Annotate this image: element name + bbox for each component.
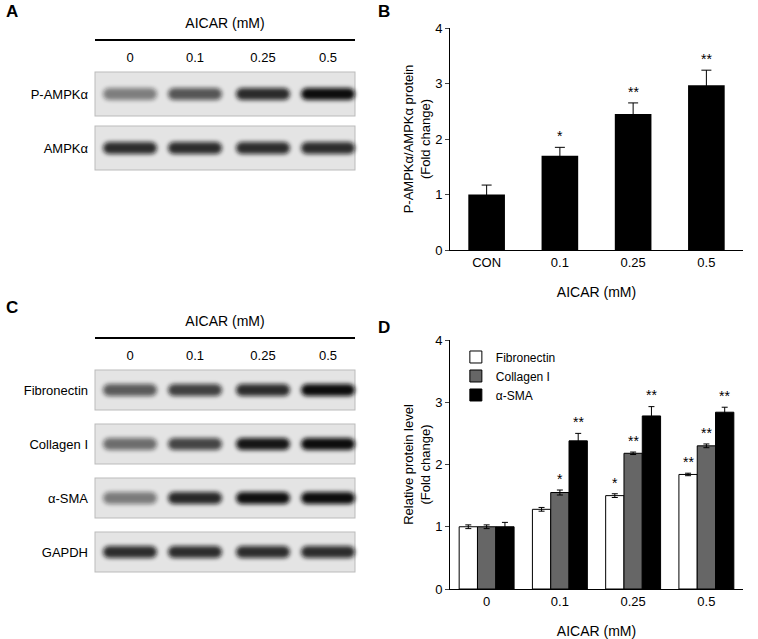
svg-text:0.25: 0.25	[620, 255, 645, 270]
svg-text:*: *	[557, 471, 563, 487]
svg-text:**: **	[701, 425, 712, 441]
svg-text:α-SMA: α-SMA	[496, 389, 533, 403]
svg-text:0.25: 0.25	[250, 348, 275, 363]
svg-text:0.1: 0.1	[186, 348, 204, 363]
svg-text:**: **	[628, 433, 639, 449]
svg-text:0.1: 0.1	[551, 594, 569, 609]
svg-text:3: 3	[435, 76, 442, 91]
svg-text:4: 4	[435, 21, 442, 36]
svg-text:AICAR (mM): AICAR (mM)	[185, 313, 264, 329]
svg-text:**: **	[683, 454, 694, 470]
svg-text:0.5: 0.5	[319, 50, 337, 65]
html-text:D: D	[378, 318, 391, 337]
svg-text:1: 1	[435, 187, 442, 202]
svg-text:**: **	[701, 51, 712, 67]
svg-text:α-SMA: α-SMA	[48, 491, 88, 506]
svg-text:*: *	[557, 128, 563, 144]
svg-text:CON: CON	[472, 255, 501, 270]
svg-text:Collagen I: Collagen I	[29, 437, 88, 452]
html-text:A: A	[6, 2, 19, 21]
svg-text:Relative protein level(Fold ch: Relative protein level(Fold change)	[401, 404, 433, 525]
svg-text:AMPKα: AMPKα	[44, 141, 89, 156]
svg-text:0: 0	[483, 594, 490, 609]
svg-text:0: 0	[435, 243, 442, 258]
html-text:B: B	[378, 2, 391, 21]
svg-text:**: **	[573, 414, 584, 430]
svg-text:0.1: 0.1	[551, 255, 569, 270]
html-text:C: C	[6, 298, 19, 317]
svg-text:0.25: 0.25	[620, 594, 645, 609]
svg-text:AICAR (mM): AICAR (mM)	[557, 623, 636, 639]
svg-text:0: 0	[126, 50, 133, 65]
svg-text:Fibronectin: Fibronectin	[24, 383, 88, 398]
svg-text:Fibronectin: Fibronectin	[496, 351, 555, 365]
svg-text:0: 0	[126, 348, 133, 363]
svg-text:P-AMPKα/AMPKα protein(Fold cha: P-AMPKα/AMPKα protein(Fold change)	[401, 65, 433, 214]
svg-text:AICAR (mM): AICAR (mM)	[557, 284, 636, 300]
svg-text:0: 0	[435, 582, 442, 597]
svg-text:AICAR (mM): AICAR (mM)	[185, 15, 264, 31]
svg-text:*: *	[612, 475, 618, 491]
svg-text:1: 1	[435, 519, 442, 534]
svg-text:GAPDH: GAPDH	[42, 545, 88, 560]
svg-text:0.25: 0.25	[250, 50, 275, 65]
svg-text:Collagen I: Collagen I	[496, 370, 550, 384]
svg-text:0.5: 0.5	[319, 348, 337, 363]
svg-text:P-AMPKα: P-AMPKα	[31, 87, 89, 102]
svg-text:**: **	[719, 388, 730, 404]
svg-text:0.5: 0.5	[697, 255, 715, 270]
svg-text:3: 3	[435, 395, 442, 410]
svg-text:0.1: 0.1	[186, 50, 204, 65]
svg-text:**: **	[646, 387, 657, 403]
svg-text:2: 2	[435, 132, 442, 147]
svg-text:4: 4	[435, 333, 442, 348]
svg-text:0.5: 0.5	[697, 594, 715, 609]
svg-text:**: **	[628, 84, 639, 100]
svg-text:2: 2	[435, 457, 442, 472]
